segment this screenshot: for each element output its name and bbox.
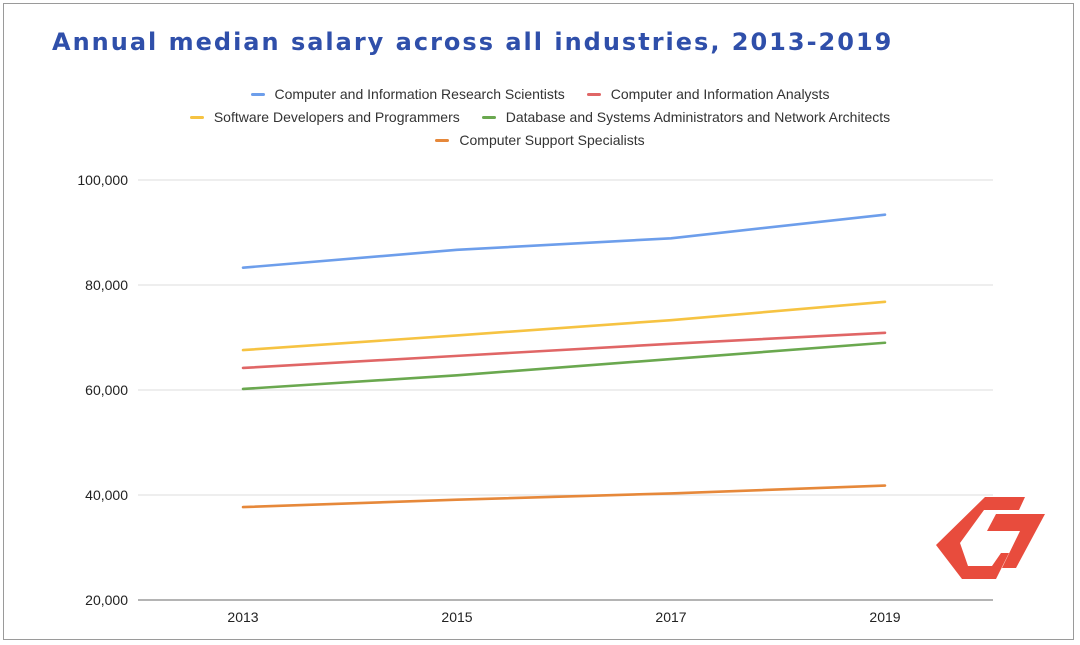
logo-seven-shape bbox=[987, 514, 1045, 568]
legend-swatch bbox=[250, 92, 265, 96]
series-line bbox=[241, 213, 887, 269]
legend-row-3: Computer Support Specialists bbox=[0, 132, 1080, 148]
legend-item: Computer and Information Analysts bbox=[586, 86, 830, 102]
series-line bbox=[241, 484, 887, 509]
brand-logo bbox=[936, 497, 1045, 579]
series-line bbox=[241, 300, 887, 352]
x-axis-ticks: 2013 2015 2017 2019 bbox=[227, 609, 900, 625]
y-tick-label: 100,000 bbox=[77, 172, 128, 188]
y-axis-ticks: 20,000 40,000 60,000 80,000 100,000 bbox=[77, 172, 128, 608]
legend-row-2: Software Developers and Programmers Data… bbox=[0, 109, 1080, 125]
logo-c-shape bbox=[936, 497, 1025, 579]
x-tick-label: 2013 bbox=[227, 609, 258, 625]
legend-label: Computer and Information Research Scient… bbox=[274, 86, 565, 102]
series-line bbox=[241, 331, 887, 370]
legend-swatch bbox=[481, 115, 496, 119]
chart-frame bbox=[3, 3, 1074, 640]
series-line bbox=[241, 341, 887, 391]
y-tick-label: 80,000 bbox=[85, 277, 128, 293]
legend-label: Database and Systems Administrators and … bbox=[505, 109, 891, 125]
x-tick-label: 2019 bbox=[869, 609, 900, 625]
legend-row-1: Computer and Information Research Scient… bbox=[0, 86, 1080, 102]
legend-label: Computer Support Specialists bbox=[459, 132, 645, 148]
x-tick-label: 2015 bbox=[441, 609, 472, 625]
legend-label: Software Developers and Programmers bbox=[213, 109, 460, 125]
legend-item: Computer Support Specialists bbox=[435, 132, 645, 148]
series-lines bbox=[241, 213, 887, 509]
y-tick-label: 20,000 bbox=[85, 592, 128, 608]
legend-item: Database and Systems Administrators and … bbox=[481, 109, 891, 125]
x-tick-label: 2017 bbox=[655, 609, 686, 625]
legend-swatch bbox=[189, 115, 204, 119]
legend-item: Software Developers and Programmers bbox=[189, 109, 460, 125]
legend-label: Computer and Information Analysts bbox=[610, 86, 830, 102]
legend-swatch bbox=[586, 92, 601, 96]
y-tick-label: 40,000 bbox=[85, 487, 128, 503]
legend-swatch bbox=[435, 138, 450, 142]
legend-item: Computer and Information Research Scient… bbox=[250, 86, 565, 102]
chart-title: Annual median salary across all industri… bbox=[52, 28, 894, 56]
y-tick-label: 60,000 bbox=[85, 382, 128, 398]
grid-lines bbox=[138, 179, 993, 601]
